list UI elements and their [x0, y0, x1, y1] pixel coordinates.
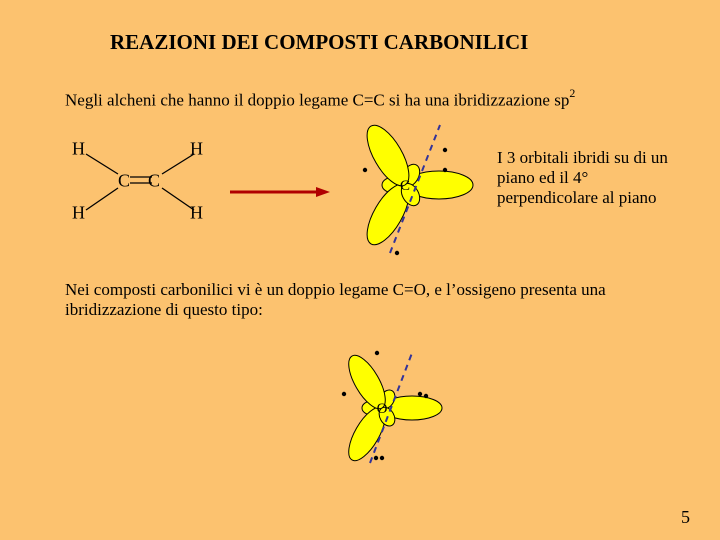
ethylene-structure: H H H H CC — [72, 140, 222, 230]
svg-text:H: H — [72, 140, 85, 158]
orbital-caption: I 3 orbitali ibridi su di un piano ed il… — [497, 148, 668, 208]
carbonyl-line: Nei composti carbonilici vi è un doppio … — [65, 280, 606, 320]
page-title: REAZIONI DEI COMPOSTI CARBONILICI — [110, 30, 528, 55]
oxygen-orbitals: O — [292, 318, 472, 498]
svg-text:C: C — [118, 170, 130, 190]
svg-text:H: H — [190, 202, 203, 222]
page-number: 5 — [681, 507, 690, 528]
svg-text:H: H — [72, 202, 85, 222]
svg-text:O: O — [377, 401, 388, 417]
svg-text:H: H — [190, 140, 203, 158]
svg-text:C: C — [400, 178, 410, 194]
svg-text:C: C — [148, 170, 160, 190]
carbon-orbitals: C — [305, 85, 505, 285]
